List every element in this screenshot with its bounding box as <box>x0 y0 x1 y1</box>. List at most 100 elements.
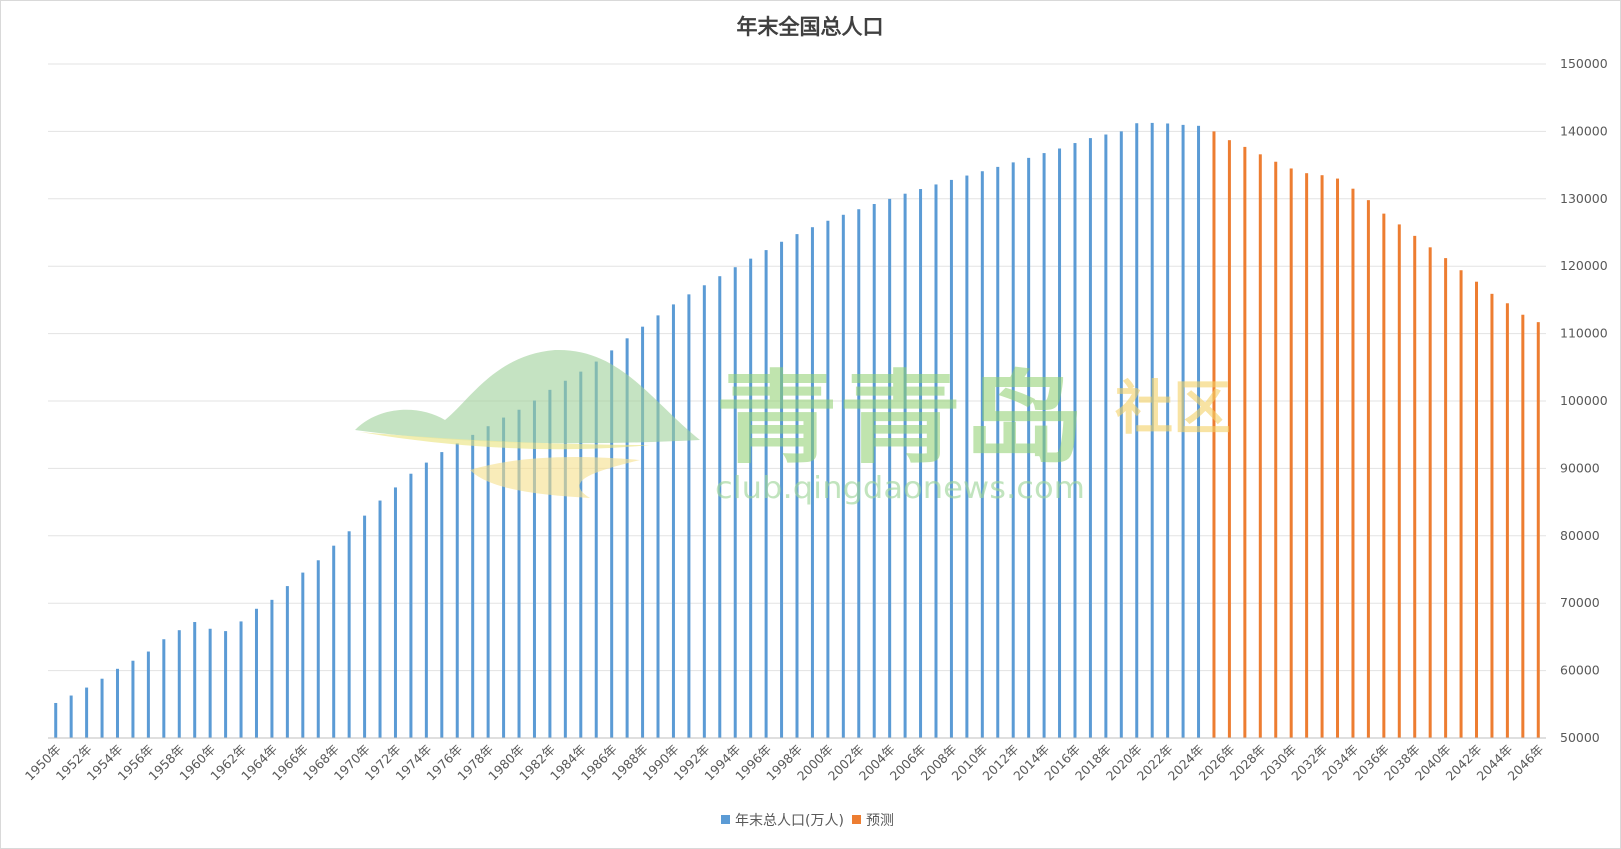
bar-forecast <box>1490 293 1494 738</box>
bar-population <box>1166 123 1170 739</box>
legend-label-forecast: 预测 <box>866 813 894 829</box>
bar-population <box>502 417 506 738</box>
bar-forecast <box>1413 235 1417 738</box>
bar-forecast <box>1459 270 1463 738</box>
bar-forecast <box>1320 175 1324 738</box>
bar-population <box>548 389 552 738</box>
y-axis-ticks: 50000 60000 70000 80000 90000 100000 110000 120… <box>1560 56 1608 745</box>
bar-forecast <box>1521 314 1525 738</box>
bar-population <box>177 630 181 738</box>
watermark: 青青岛 社区 club.qingdaonews.com <box>355 349 1231 506</box>
bar-population <box>347 531 351 738</box>
bar-population <box>54 702 58 738</box>
bar-population <box>1011 162 1015 738</box>
bar-population <box>285 586 289 738</box>
bar-population <box>316 560 320 738</box>
legend-label-population: 年末总人口(万人) <box>735 813 844 829</box>
y-tick-label: 90000 <box>1560 460 1600 475</box>
y-tick-label: 70000 <box>1560 595 1600 610</box>
bar-population <box>733 267 737 738</box>
bar-population <box>146 651 150 738</box>
bar-population <box>610 350 614 738</box>
bar-population <box>919 189 923 739</box>
bar-forecast <box>1258 154 1262 738</box>
bar-population <box>270 599 274 738</box>
watermark-side-text: 社区 <box>1115 374 1231 442</box>
bar-population <box>671 304 675 738</box>
bar-population <box>795 234 799 739</box>
bar-population <box>378 500 382 738</box>
bar-population <box>1073 143 1077 739</box>
bar-forecast <box>1243 146 1247 738</box>
bar-population <box>1197 125 1201 738</box>
bar-population <box>579 371 583 738</box>
bar-population <box>393 487 397 738</box>
bars <box>54 122 1540 739</box>
legend: 年末总人口(万人) 预测 <box>721 813 894 829</box>
bar-forecast <box>1536 322 1540 738</box>
bar-forecast <box>1274 161 1278 739</box>
y-tick-label: 130000 <box>1560 191 1608 206</box>
bar-population <box>888 198 892 738</box>
y-tick-label: 50000 <box>1560 730 1600 745</box>
bar-population <box>363 515 367 738</box>
bar-population <box>208 628 212 738</box>
bar-population <box>1150 122 1154 738</box>
bar-population <box>949 179 953 738</box>
y-tick-label: 60000 <box>1560 663 1600 678</box>
legend-swatch-forecast <box>852 815 861 824</box>
bar-population <box>594 361 598 738</box>
bar-population <box>100 678 104 738</box>
bar-population <box>301 572 305 738</box>
bar-population <box>486 426 490 738</box>
bar-population <box>903 193 907 738</box>
bar-population <box>718 276 722 738</box>
bar-population <box>687 294 691 738</box>
legend-swatch-population <box>721 815 730 824</box>
bar-population <box>872 204 876 738</box>
bar-population <box>85 687 89 738</box>
y-tick-label: 100000 <box>1560 393 1608 408</box>
bar-population <box>254 608 258 738</box>
bar-forecast <box>1428 247 1432 738</box>
y-tick-label: 110000 <box>1560 326 1608 341</box>
bar-population <box>857 209 861 739</box>
bar-population <box>224 631 228 738</box>
mountain-logo-icon <box>355 349 700 498</box>
bar-population <box>841 214 845 739</box>
bar-population <box>810 227 814 738</box>
gridlines <box>48 63 1546 672</box>
bar-forecast <box>1397 224 1401 738</box>
y-tick-label: 140000 <box>1560 123 1608 138</box>
bar-population <box>1058 148 1062 738</box>
y-tick-label: 120000 <box>1560 258 1608 273</box>
bar-population <box>162 639 166 738</box>
bar-population <box>517 409 521 738</box>
bar-forecast <box>1212 131 1216 738</box>
bar-population <box>131 660 135 738</box>
watermark-main-text: 青青岛 <box>715 360 1085 477</box>
bar-population <box>532 400 536 738</box>
bar-population <box>826 220 830 738</box>
bar-population <box>1088 138 1092 739</box>
bar-population <box>934 184 938 738</box>
bar-population <box>641 326 645 738</box>
bar-population <box>409 473 413 738</box>
bar-population <box>625 338 629 738</box>
y-tick-label: 80000 <box>1560 528 1600 543</box>
bar-population <box>471 434 475 738</box>
bar-population <box>440 452 444 738</box>
bar-population <box>1181 124 1185 738</box>
chart-title: 年末全国总人口 <box>737 14 884 39</box>
bar-population <box>702 285 706 738</box>
bar-population <box>424 462 428 738</box>
bar-population <box>996 166 1000 738</box>
bar-population <box>1135 123 1139 739</box>
bar-population <box>764 250 768 738</box>
bar-forecast <box>1289 168 1293 739</box>
bar-forecast <box>1305 173 1309 738</box>
bar-forecast <box>1505 303 1509 738</box>
bar-population <box>749 258 753 738</box>
bar-population <box>193 622 197 738</box>
